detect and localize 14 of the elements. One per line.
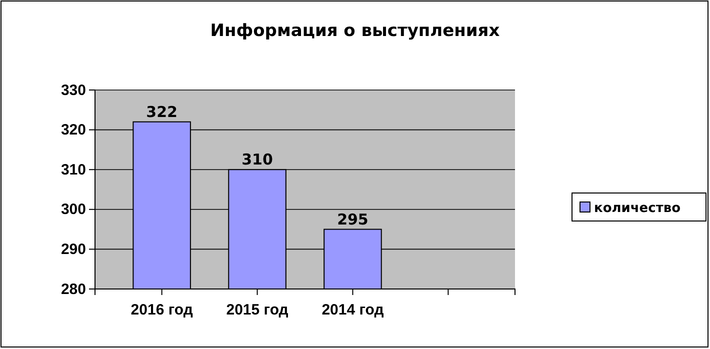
y-tick-label: 280 xyxy=(60,280,86,298)
y-tick-label: 330 xyxy=(60,82,86,99)
x-tick-label: 2016 год xyxy=(130,302,194,318)
legend-label: количество xyxy=(594,201,681,216)
y-tick-label: 310 xyxy=(60,161,86,178)
data-label: 310 xyxy=(242,150,273,169)
data-label: 322 xyxy=(146,102,178,121)
y-tick-label: 320 xyxy=(60,122,86,139)
y-tick-label: 300 xyxy=(60,201,86,218)
x-tick-label: 2015 год xyxy=(226,302,289,318)
x-tick-label: 2014 год xyxy=(322,302,384,318)
data-label: 295 xyxy=(337,210,368,228)
chart-title: Информация о выступлениях xyxy=(210,21,500,41)
y-tick-label: 290 xyxy=(60,241,86,258)
